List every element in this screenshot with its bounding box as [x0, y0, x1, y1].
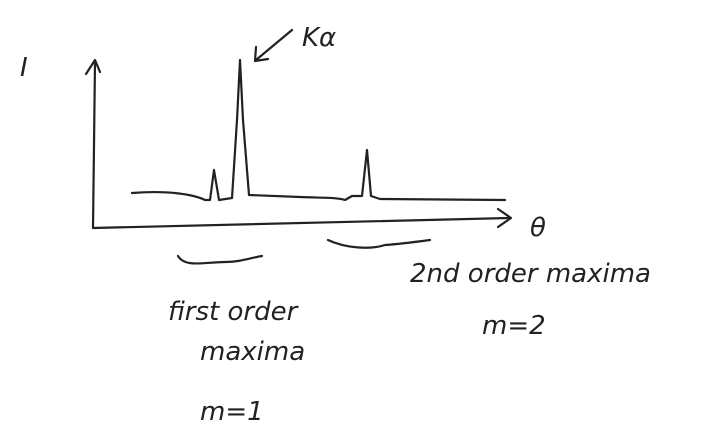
peak-label: Kα [302, 23, 336, 53]
second-order-title: 2nd order maxima [410, 259, 651, 289]
page: I θ Kα first order maxima m=1 2nd order … [0, 0, 722, 431]
first-order-title: first order [168, 297, 300, 327]
x-axis [93, 209, 511, 228]
diagram: I θ Kα first order maxima m=1 2nd order … [0, 0, 722, 431]
y-axis [86, 60, 100, 228]
second-order-m: m=2 [482, 311, 546, 341]
y-axis-label: I [20, 53, 28, 83]
x-axis-label: θ [530, 213, 546, 243]
first-order-subtitle: maxima [200, 337, 305, 367]
spectrum-curve [132, 60, 505, 200]
first-order-m: m=1 [200, 397, 264, 427]
first-order-brace [178, 256, 262, 264]
second-order-brace [328, 240, 430, 248]
pointer-arrow [255, 30, 292, 61]
